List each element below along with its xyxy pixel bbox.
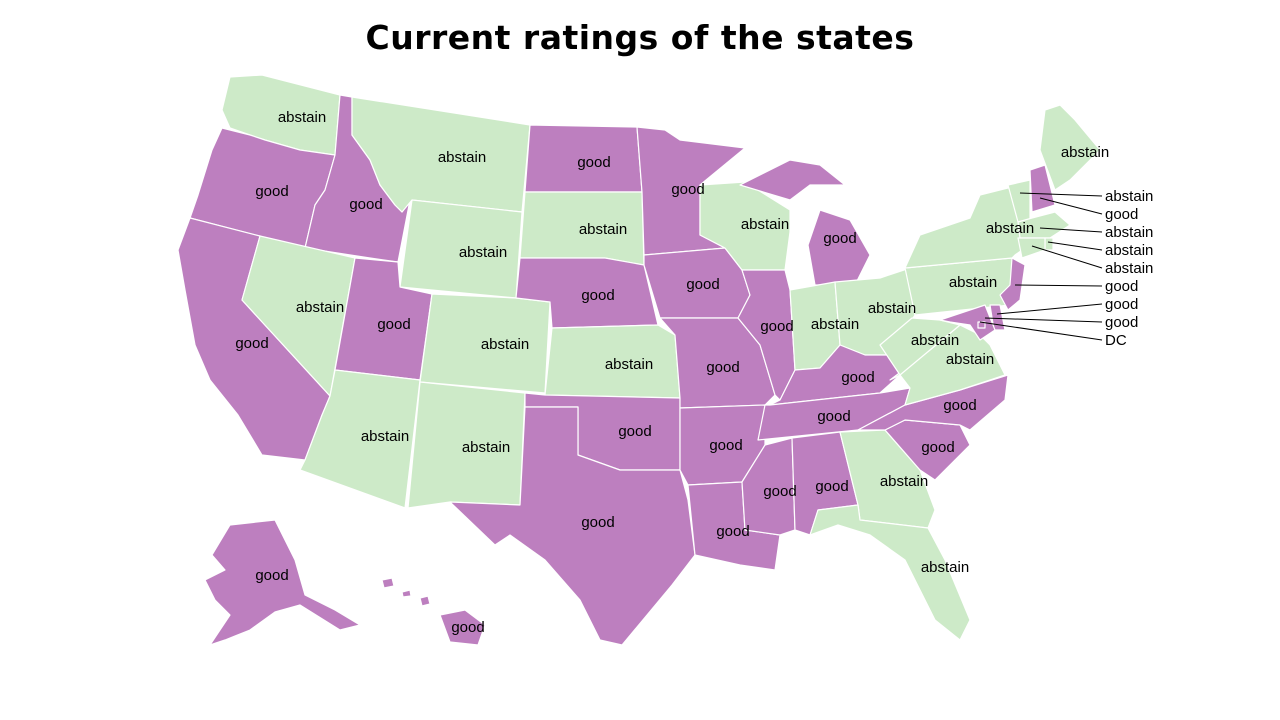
state-label-la: good [716, 523, 749, 540]
state-label-ks: abstain [605, 356, 653, 373]
map-title: Current ratings of the states [365, 18, 915, 57]
state-label-az: abstain [361, 428, 409, 445]
leader-line-de [996, 303, 1103, 315]
state-label-nm: abstain [462, 439, 510, 456]
callout-label-md: good [1105, 314, 1138, 331]
state-label-hi: good [451, 619, 484, 636]
state-label-al: good [815, 478, 848, 495]
state-label-ny: abstain [986, 220, 1034, 237]
state-label-me: abstain [1061, 144, 1109, 161]
callout-label-nj: good [1105, 278, 1138, 295]
state-label-fl: abstain [921, 559, 969, 576]
state-label-nc: good [943, 397, 976, 414]
state-tx [449, 406, 696, 646]
state-label-ky: good [841, 369, 874, 386]
state-label-ak: good [255, 567, 288, 584]
state-label-ut: good [377, 316, 410, 333]
state-label-ne: good [581, 287, 614, 304]
state-shapes [177, 74, 1101, 646]
leader-line-ma [1039, 227, 1103, 233]
state-fl [809, 504, 971, 641]
state-hi [439, 609, 486, 646]
state-label-ms: good [763, 483, 796, 500]
state-label-va: abstain [946, 351, 994, 368]
state-me [1039, 104, 1101, 191]
state-label-ok: good [618, 423, 651, 440]
state-il [737, 269, 796, 401]
leader-line-ct [1031, 245, 1103, 269]
state-label-mo: good [706, 359, 739, 376]
state-az [299, 369, 421, 509]
state-label-id: good [349, 196, 382, 213]
callout-label-ct: abstain [1105, 260, 1153, 277]
leader-line-vt [1019, 192, 1103, 197]
leader-line-nh [1039, 197, 1103, 215]
callout-label-dc: DC [1105, 332, 1127, 349]
state-label-co: abstain [481, 336, 529, 353]
leader-line-nj [1014, 284, 1103, 287]
state-hi [401, 589, 412, 598]
state-wv [879, 317, 961, 376]
state-label-wa: abstain [278, 109, 326, 126]
state-labels: abstain good good good abstain abstain abstain… [235, 109, 1109, 636]
state-label-pa: abstain [949, 274, 997, 291]
state-label-ca: good [235, 335, 268, 352]
state-label-il: good [760, 318, 793, 335]
state-ct [1017, 237, 1046, 259]
state-mi [739, 159, 846, 201]
state-label-mi: good [823, 230, 856, 247]
state-label-oh: abstain [868, 300, 916, 317]
state-mi [807, 209, 871, 286]
state-label-nv: abstain [296, 299, 344, 316]
leader-line-ri [1047, 241, 1103, 251]
state-hi [381, 577, 395, 589]
state-label-mn: good [671, 181, 704, 198]
state-label-mt: abstain [438, 149, 486, 166]
callout-label-de: good [1105, 296, 1138, 313]
state-md [939, 304, 996, 341]
leader-line-dc [979, 321, 1103, 341]
callout-label-ma: abstain [1105, 224, 1153, 241]
state-hi [419, 595, 431, 607]
callout-leader-lines [979, 192, 1103, 341]
state-label-wy: abstain [459, 244, 507, 261]
state-label-wi: abstain [741, 216, 789, 233]
callout-label-vt: abstain [1105, 188, 1153, 205]
callout-label-ri: abstain [1105, 242, 1153, 259]
state-label-or: good [255, 183, 288, 200]
state-ri [1044, 237, 1054, 251]
state-nj [999, 257, 1026, 311]
state-label-tx: good [581, 514, 614, 531]
state-label-wv: abstain [911, 332, 959, 349]
state-label-tn: good [817, 408, 850, 425]
state-label-ar: good [709, 437, 742, 454]
state-co [419, 293, 551, 394]
state-label-sd: abstain [579, 221, 627, 238]
callout-labels: abstaingoodabstainabstainabstaingoodgood… [1105, 188, 1153, 349]
leader-line-md [984, 317, 1103, 323]
state-ak [204, 519, 361, 646]
callout-label-nh: good [1105, 206, 1138, 223]
state-label-ia: good [686, 276, 719, 293]
state-label-nd: good [577, 154, 610, 171]
state-label-in: abstain [811, 316, 859, 333]
state-label-ga: abstain [880, 473, 928, 490]
state-label-sc: good [921, 439, 954, 456]
state-mt [351, 96, 531, 213]
